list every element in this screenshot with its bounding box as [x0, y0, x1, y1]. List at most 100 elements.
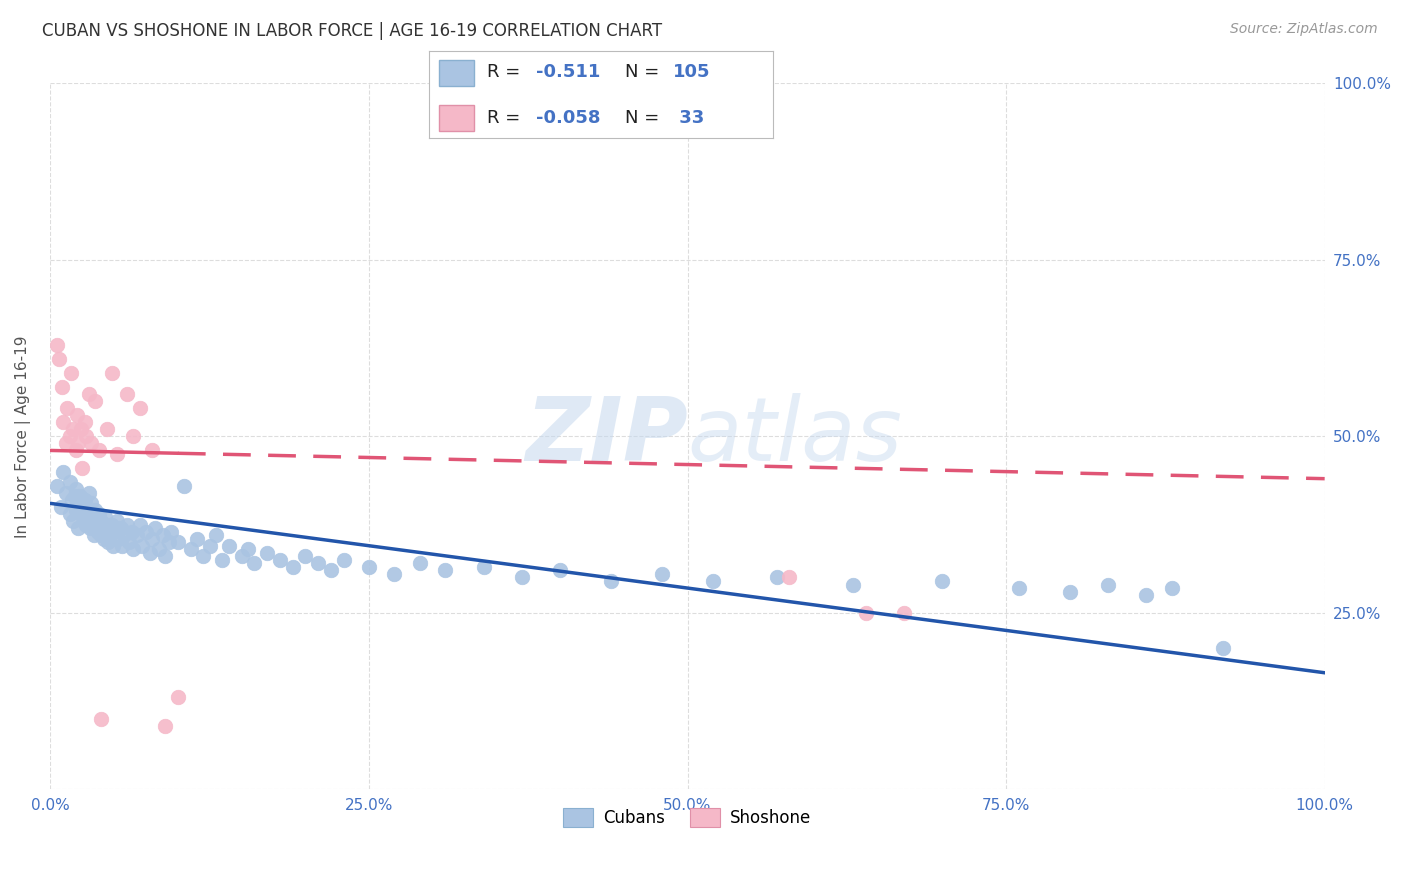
Point: [72, 514, 94, 528]
Point: [90, 712, 112, 726]
Text: R =: R =: [488, 63, 526, 81]
Point: [180, 542, 202, 557]
Point: [66, 408, 89, 422]
Point: [141, 443, 163, 458]
Point: [152, 528, 174, 542]
Point: [307, 557, 329, 571]
Point: [45, 337, 67, 351]
Point: [62, 514, 84, 528]
Point: [84, 517, 107, 532]
Point: [58, 429, 80, 443]
Point: [110, 521, 132, 535]
Point: [65, 443, 87, 458]
Point: [87, 507, 110, 521]
Point: [67, 521, 90, 535]
Point: [100, 517, 122, 532]
Point: [69, 489, 91, 503]
Point: [96, 422, 118, 436]
Point: [409, 557, 432, 571]
Point: [115, 387, 138, 401]
Y-axis label: In Labor Force | Age 16-19: In Labor Force | Age 16-19: [15, 335, 31, 538]
Point: [1135, 588, 1157, 602]
Point: [128, 401, 150, 416]
Point: [127, 528, 149, 542]
Point: [52, 415, 75, 429]
Point: [702, 574, 724, 588]
Point: [779, 570, 801, 584]
Point: [357, 560, 380, 574]
Point: [66, 496, 89, 510]
Point: [107, 532, 129, 546]
Point: [548, 563, 571, 577]
Point: [651, 566, 673, 581]
Point: [101, 539, 124, 553]
Point: [118, 535, 141, 549]
Point: [86, 524, 108, 539]
Point: [96, 524, 118, 539]
Point: [80, 436, 103, 450]
Point: [55, 436, 77, 450]
Point: [1097, 577, 1119, 591]
Point: [160, 524, 183, 539]
Bar: [439, 105, 474, 131]
Point: [332, 553, 354, 567]
Point: [103, 524, 125, 539]
Point: [510, 570, 533, 584]
Point: [100, 366, 122, 380]
Point: [256, 546, 278, 560]
Point: [49, 500, 72, 514]
Point: [122, 429, 145, 443]
Point: [75, 517, 97, 532]
Point: [56, 401, 79, 416]
Point: [211, 553, 233, 567]
Point: [72, 500, 94, 514]
Point: [86, 510, 108, 524]
Point: [112, 528, 135, 542]
Point: [319, 563, 342, 577]
Point: [111, 539, 134, 553]
Point: [73, 415, 96, 429]
Point: [93, 532, 115, 546]
Point: [135, 524, 157, 539]
Bar: [439, 60, 474, 86]
Point: [90, 528, 112, 542]
Point: [842, 577, 865, 591]
Point: [157, 535, 180, 549]
Point: [89, 521, 111, 535]
Point: [84, 503, 107, 517]
Point: [294, 549, 316, 564]
Point: [153, 719, 176, 733]
Point: [931, 574, 953, 588]
Point: [153, 549, 176, 564]
Point: [97, 535, 120, 549]
Point: [60, 492, 83, 507]
Point: [58, 475, 80, 490]
Point: [148, 542, 170, 557]
Point: [48, 351, 70, 366]
Point: [65, 503, 87, 517]
Point: [84, 394, 107, 409]
Text: 33: 33: [673, 109, 704, 127]
Point: [51, 380, 73, 394]
Point: [79, 521, 101, 535]
Text: N =: N =: [626, 63, 665, 81]
Text: 105: 105: [673, 63, 711, 81]
Point: [63, 489, 86, 503]
Point: [186, 532, 208, 546]
Point: [75, 503, 97, 517]
Point: [269, 553, 291, 567]
Point: [198, 539, 221, 553]
Point: [139, 546, 162, 560]
Point: [128, 517, 150, 532]
Point: [82, 514, 104, 528]
Point: [62, 422, 84, 436]
Point: [765, 570, 787, 584]
Point: [98, 528, 121, 542]
Point: [67, 436, 90, 450]
Point: [45, 479, 67, 493]
Point: [70, 507, 93, 521]
Point: [121, 524, 143, 539]
Text: R =: R =: [488, 109, 526, 127]
Text: atlas: atlas: [688, 393, 903, 479]
Point: [173, 479, 195, 493]
